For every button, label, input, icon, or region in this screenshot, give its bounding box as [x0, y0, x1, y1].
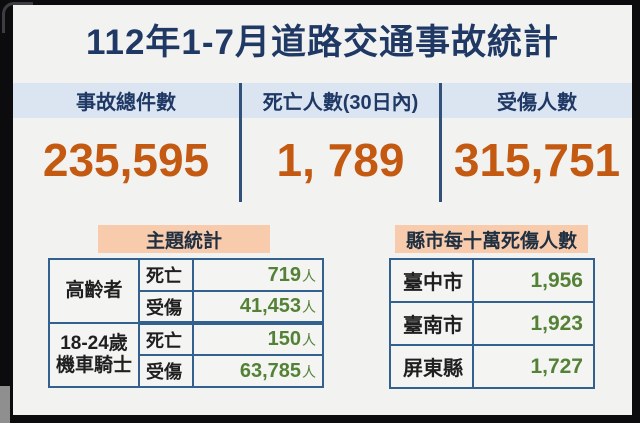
- county-section-header: 縣市每十萬死傷人數: [395, 225, 588, 253]
- value-unit: 人: [302, 332, 316, 348]
- value-cell: 63,785人: [192, 354, 324, 388]
- value-number: 41,453: [239, 295, 301, 317]
- table-row: 受傷 63,785人: [49, 354, 324, 388]
- category-cell: 18-24歲 機車騎士: [48, 322, 140, 388]
- stat-value: 235,595: [42, 134, 210, 186]
- metric-cell: 受傷: [138, 290, 194, 325]
- county-stats-table: 臺中市 1,956 臺南市 1,923 屏東縣 1,727: [389, 258, 595, 389]
- metric-cell: 受傷: [138, 354, 194, 388]
- value-cell: 719人: [192, 258, 324, 292]
- value-number: 150: [267, 328, 301, 350]
- county-name-cell: 臺南市: [389, 301, 474, 346]
- value-number: 63,785: [239, 359, 301, 382]
- value-number: 719: [267, 263, 301, 286]
- table-row: 臺南市 1,923: [389, 301, 595, 346]
- window-corner-outline: [2, 2, 33, 33]
- stat-label: 受傷人數: [442, 83, 632, 118]
- value-unit: 人: [302, 363, 316, 380]
- topic-section-header: 主題統計: [98, 225, 270, 253]
- county-value-cell: 1,956: [472, 258, 595, 303]
- metric-cell: 死亡: [138, 322, 194, 356]
- value-unit: 人: [302, 299, 316, 315]
- summary-stats-strip: 事故總件數 235,595 死亡人數(30日內) 1, 789 受傷人數 315…: [13, 83, 632, 202]
- topic-stats-table: 高齡者 死亡 719人 受傷 41,453人 18-24歲 機車騎士 死亡 15…: [48, 258, 324, 388]
- value-cell: 41,453人: [192, 290, 324, 325]
- page-title: 112年1-7月道路交通事故統計: [85, 23, 560, 62]
- table-row: 高齡者 死亡 719人: [48, 258, 324, 324]
- stat-label: 事故總件數: [13, 83, 239, 118]
- category-cell: 高齡者: [48, 258, 140, 324]
- table-row: 18-24歲 機車騎士 死亡 150人: [48, 322, 324, 388]
- infographic-card: 112年1-7月道路交通事故統計 事故總件數 235,595 死亡人數(30日內…: [13, 5, 632, 415]
- stat-injuries: 受傷人數 315,751: [442, 83, 632, 202]
- value-cell: 150人: [192, 322, 324, 356]
- left-edge-notch: [0, 386, 10, 423]
- table-row: 受傷 41,453人: [49, 290, 324, 325]
- county-value-cell: 1,727: [472, 344, 595, 389]
- value-unit: 人: [302, 267, 316, 284]
- county-name-cell: 臺中市: [389, 258, 474, 303]
- county-name-cell: 屏東縣: [389, 344, 474, 389]
- stat-label: 死亡人數(30日內): [242, 83, 439, 118]
- table-row: 臺中市 1,956: [389, 258, 595, 303]
- county-value-cell: 1,923: [472, 301, 595, 346]
- stat-value: 1, 789: [276, 134, 405, 186]
- stat-deaths: 死亡人數(30日內) 1, 789: [239, 83, 442, 202]
- stat-total-accidents: 事故總件數 235,595: [13, 83, 239, 202]
- table-row: 屏東縣 1,727: [389, 344, 595, 389]
- metric-cell: 死亡: [138, 258, 194, 292]
- stat-value: 315,751: [453, 134, 621, 186]
